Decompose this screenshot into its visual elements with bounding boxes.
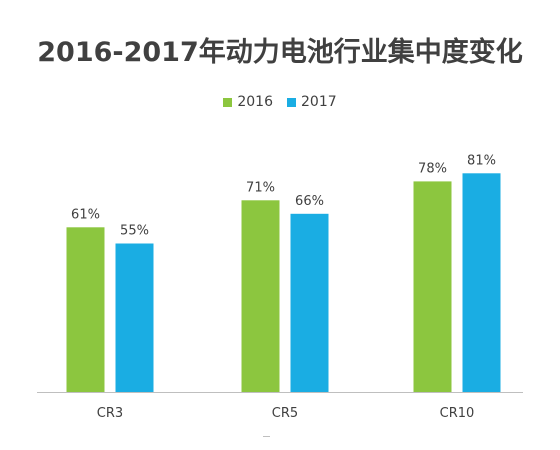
data-label-cr10-2017: 81% xyxy=(467,153,496,168)
bar-cr10-2017 xyxy=(462,173,501,392)
legend-swatch-2017 xyxy=(287,97,296,107)
legend-label-2016: 2016 xyxy=(237,94,273,110)
bar-cr10-2016 xyxy=(413,181,452,392)
legend-item-2017: 2017 xyxy=(287,94,337,110)
bar-cr3-2017 xyxy=(115,243,154,392)
data-label-cr5-2017: 66% xyxy=(295,194,324,209)
legend-item-2016: 2016 xyxy=(223,94,273,110)
data-label-cr3-2016: 61% xyxy=(71,207,100,222)
bottom-tick-mark xyxy=(263,436,270,437)
category-label-cr5: CR5 xyxy=(272,406,298,421)
legend: 2016 2017 xyxy=(0,94,560,110)
category-label-cr3: CR3 xyxy=(97,406,123,421)
data-label-cr3-2017: 55% xyxy=(120,224,149,239)
data-label-cr10-2016: 78% xyxy=(418,161,447,176)
chart-title: 2016-2017年动力电池行业集中度变化 xyxy=(37,37,523,68)
category-label-cr10: CR10 xyxy=(440,406,475,421)
legend-swatch-2016 xyxy=(223,97,233,107)
legend-label-2017: 2017 xyxy=(301,94,337,110)
data-label-cr5-2016: 71% xyxy=(246,180,275,195)
bar-cr5-2016 xyxy=(241,200,280,392)
bar-cr3-2016 xyxy=(66,227,105,392)
bar-cr5-2017 xyxy=(290,213,329,392)
